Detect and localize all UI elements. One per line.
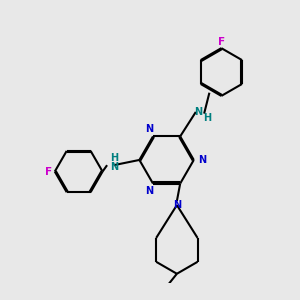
Text: N: N — [145, 124, 153, 134]
Text: N: N — [198, 155, 206, 165]
Text: N: N — [110, 162, 118, 172]
Text: H: H — [110, 153, 118, 163]
Text: N: N — [194, 107, 202, 117]
Text: F: F — [45, 167, 52, 177]
Text: F: F — [218, 37, 225, 47]
Text: H: H — [203, 113, 211, 123]
Text: N: N — [173, 200, 181, 210]
Text: N: N — [145, 186, 153, 196]
